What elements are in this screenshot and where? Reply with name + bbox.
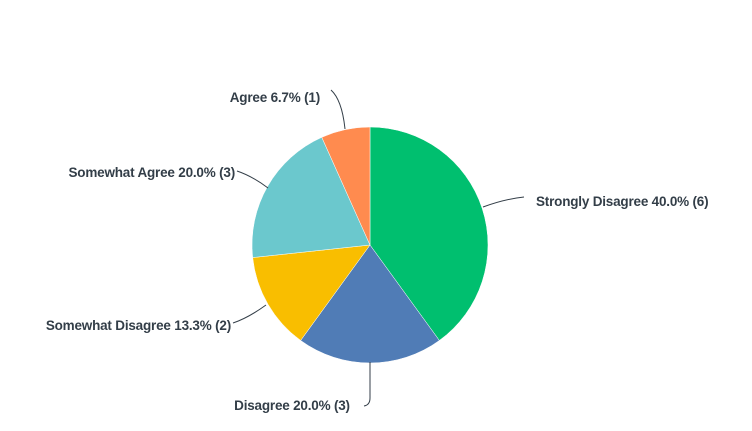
- label-somewhat-disagree: Somewhat Disagree 13.3% (2): [46, 318, 231, 333]
- leader-somewhat-disagree: [232, 304, 267, 324]
- slice-somewhat-agree: [251, 136, 371, 258]
- leader-disagree: [363, 362, 371, 407]
- leader-strongly-disagree: [482, 196, 525, 208]
- label-somewhat-agree: Somewhat Agree 20.0% (3): [68, 165, 235, 180]
- leader-agree: [330, 89, 346, 130]
- label-agree: Agree 6.7% (1): [230, 90, 320, 105]
- label-strongly-disagree: Strongly Disagree 40.0% (6): [536, 194, 708, 209]
- slice-strongly-disagree: [369, 126, 489, 341]
- label-disagree: Disagree 20.0% (3): [234, 398, 350, 413]
- slice-agree: [321, 126, 371, 246]
- leader-somewhat-agree: [236, 170, 269, 189]
- slice-somewhat-disagree: [252, 244, 371, 341]
